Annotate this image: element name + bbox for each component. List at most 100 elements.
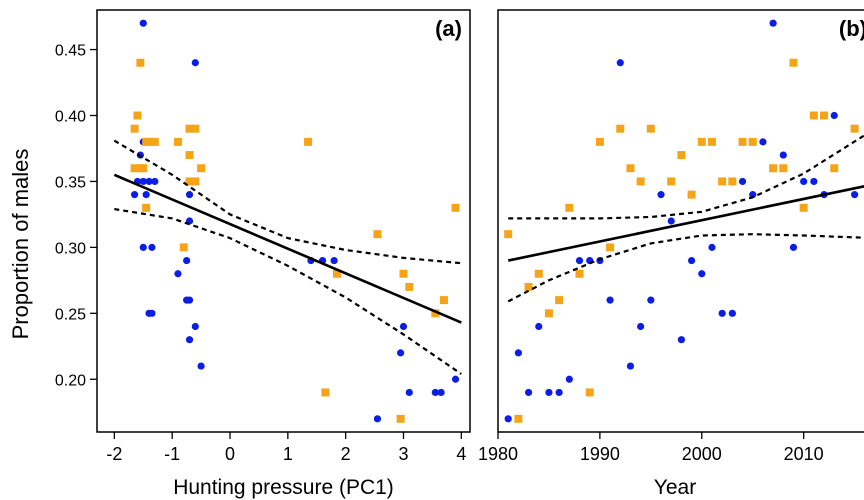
data-point-circle	[555, 388, 563, 397]
x-tick-label: 4	[456, 444, 466, 464]
y-tick-label: 0.20	[55, 372, 86, 389]
data-point-circle	[535, 322, 543, 331]
x-tick-label: -2	[106, 444, 122, 464]
data-point-square	[728, 177, 737, 186]
data-point-square	[636, 177, 645, 186]
data-point-square	[809, 111, 818, 120]
data-point-circle	[405, 388, 413, 397]
data-point-square	[779, 164, 788, 173]
y-tick-label: 0.35	[55, 174, 86, 191]
x-tick-label: 0	[225, 444, 235, 464]
data-point-square	[130, 124, 139, 133]
ci-lower-line	[114, 208, 462, 375]
data-point-square	[136, 58, 145, 67]
data-point-circle	[698, 270, 706, 278]
data-point-square	[514, 414, 523, 423]
data-point-square	[595, 137, 604, 146]
data-point-square	[667, 177, 676, 186]
data-point-circle	[373, 415, 382, 423]
data-point-circle	[397, 349, 405, 357]
data-point-square	[575, 269, 584, 278]
data-point-circle	[779, 151, 787, 159]
data-point-circle	[647, 296, 655, 304]
data-point-square	[439, 296, 448, 305]
data-point-circle	[504, 415, 512, 423]
data-point-square	[738, 137, 747, 146]
panel-label: (a)	[435, 16, 462, 41]
data-point-circle	[145, 177, 153, 186]
x-tick-label: 1990	[580, 444, 620, 464]
data-point-circle	[738, 177, 747, 186]
data-point-circle	[657, 191, 665, 199]
data-point-square	[504, 230, 513, 239]
data-point-square	[179, 243, 188, 252]
data-point-square	[197, 164, 206, 173]
data-point-square	[820, 111, 829, 120]
data-point-circle	[399, 322, 408, 331]
ci-upper-line	[508, 134, 864, 220]
data-point-circle	[148, 309, 156, 317]
data-point-circle	[130, 191, 139, 199]
data-point-square	[718, 177, 727, 186]
data-point-circle	[197, 362, 205, 370]
data-point-circle	[718, 309, 726, 317]
data-point-square	[769, 164, 778, 173]
data-point-circle	[810, 177, 818, 186]
data-point-square	[405, 282, 414, 291]
data-point-circle	[728, 309, 736, 317]
data-point-square	[133, 111, 142, 120]
data-point-square	[565, 203, 574, 212]
data-point-square	[646, 124, 655, 133]
data-point-circle	[769, 19, 777, 27]
x-tick-label: 1	[283, 444, 293, 464]
x-axis-title: Hunting pressure (PC1)	[173, 476, 394, 499]
data-point-circle	[759, 138, 767, 146]
data-point-circle	[431, 388, 439, 397]
data-point-circle	[789, 243, 798, 251]
data-point-square	[185, 124, 194, 133]
x-tick-label: 2010	[784, 444, 824, 464]
data-point-square	[606, 243, 615, 252]
panel-label: (b)	[839, 16, 864, 41]
data-point-square	[145, 137, 154, 146]
panel-a: -2 -1 0 1 2 3 4 0.20 0.25 0.30 0.35 0.40 0.45 (a) Hunt…	[55, 9, 471, 499]
regression-line	[507, 185, 864, 262]
data-point-square	[697, 137, 706, 146]
data-point-circle	[565, 375, 573, 383]
data-point-circle	[749, 191, 757, 199]
plot-data	[504, 19, 864, 423]
data-point-square	[321, 388, 330, 397]
data-point-circle	[142, 191, 150, 199]
data-point-square	[555, 296, 564, 305]
data-point-circle	[677, 336, 686, 344]
data-point-circle	[687, 256, 696, 265]
data-point-circle	[437, 388, 445, 397]
data-point-square	[304, 137, 313, 146]
plot-data	[113, 19, 462, 423]
data-point-square	[830, 164, 839, 173]
data-point-circle	[575, 256, 584, 265]
data-point-square	[399, 269, 408, 278]
data-point-square	[173, 137, 182, 146]
x-tick-label: 2	[341, 444, 351, 464]
data-point-circle	[451, 375, 460, 383]
plot-frame	[497, 9, 864, 433]
data-point-circle	[148, 243, 156, 251]
y-tick-label: 0.40	[55, 109, 86, 126]
data-point-circle	[139, 177, 147, 186]
data-point-square	[130, 164, 139, 173]
data-point-square	[626, 164, 635, 173]
data-point-square	[687, 190, 696, 199]
data-point-circle	[151, 177, 159, 186]
data-point-square	[677, 151, 686, 160]
data-point-circle	[183, 256, 191, 265]
data-point-square	[185, 177, 194, 186]
data-point-square	[585, 388, 594, 397]
data-point-square	[850, 124, 859, 133]
data-point-circle	[514, 349, 522, 357]
data-point-square	[431, 309, 440, 318]
data-point-circle	[830, 111, 838, 120]
data-point-circle	[185, 296, 194, 304]
x-tick-label: 2000	[682, 444, 722, 464]
